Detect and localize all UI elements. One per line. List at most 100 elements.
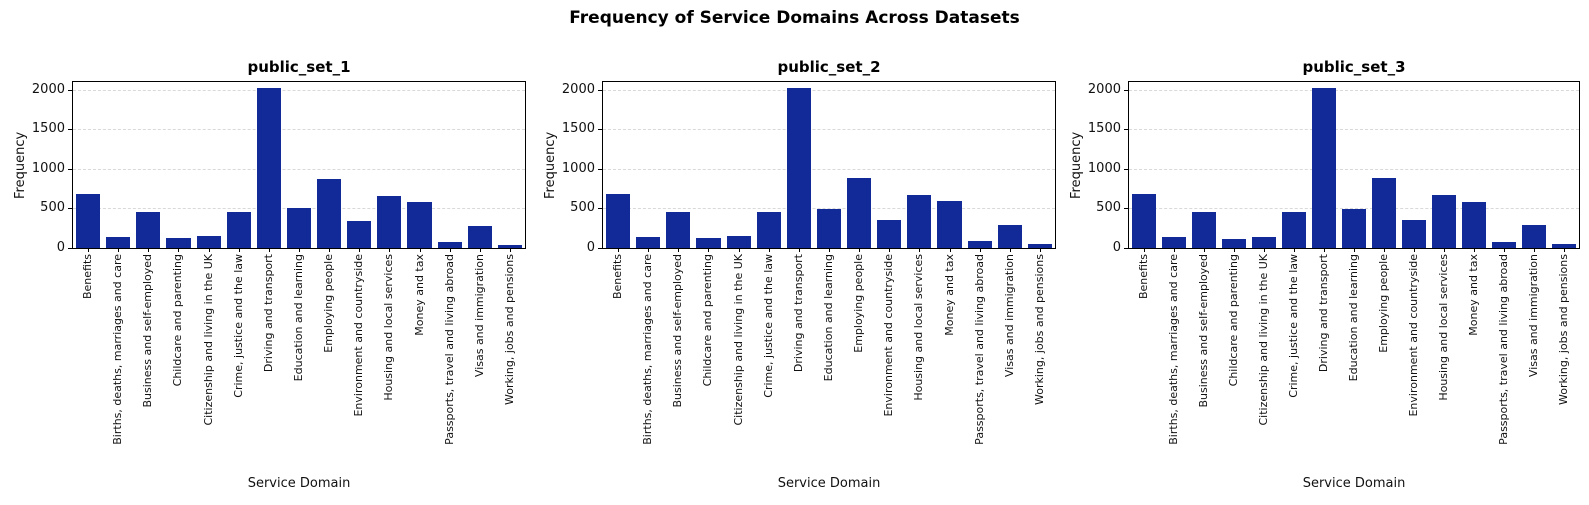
x-tick-mark — [329, 248, 331, 252]
x-tick-label: Education and learning — [1347, 254, 1360, 382]
bar — [1402, 220, 1426, 248]
x-tick-mark — [1504, 248, 1505, 252]
x-tick-label: Crime, justice and the law — [1287, 254, 1300, 398]
bar — [816, 208, 842, 248]
x-tick-label: Benefits — [1137, 254, 1150, 300]
bar — [196, 235, 221, 248]
y-tick-label: 1000 — [561, 160, 595, 176]
y-tick-mark — [1124, 168, 1128, 170]
plot-area — [1128, 81, 1580, 249]
x-tick-mark — [768, 248, 770, 252]
bar — [1342, 208, 1366, 248]
bar — [256, 88, 281, 248]
subplot-title: public_set_1 — [247, 58, 351, 76]
figure-title: Frequency of Service Domains Across Data… — [569, 8, 1020, 28]
bar — [497, 244, 522, 248]
x-tick-mark — [829, 248, 830, 252]
x-tick-mark — [1234, 248, 1235, 252]
x-tick-label: Housing and local services — [382, 254, 396, 401]
x-tick-mark — [1264, 248, 1265, 252]
x-tick-mark — [1144, 248, 1145, 252]
bar — [1462, 202, 1486, 248]
x-tick-mark — [148, 248, 150, 252]
x-tick-label: Money and tax — [942, 254, 956, 336]
x-tick-mark — [1354, 248, 1355, 252]
bar — [166, 238, 191, 248]
y-tick-label: 1000 — [1087, 160, 1121, 176]
bar — [636, 236, 661, 248]
x-tick-mark — [1204, 248, 1205, 252]
x-tick-label: Births, deaths, marriages and care — [1167, 254, 1180, 445]
x-tick-mark — [238, 248, 240, 252]
y-tick-label: 0 — [1112, 240, 1121, 255]
x-tick-label: Environment and countryside — [352, 254, 366, 417]
x-tick-mark — [509, 248, 511, 252]
x-tick-label: Passports, travel and living abroad — [442, 254, 456, 445]
y-tick-mark — [68, 168, 72, 170]
x-tick-label: Business and self-employed — [141, 254, 155, 408]
x-tick-mark — [1174, 248, 1175, 252]
y-tick-mark — [598, 89, 602, 91]
gridline — [1129, 129, 1579, 131]
y-tick-label: 2000 — [561, 81, 595, 97]
x-tick-label: Crime, justice and the law — [761, 254, 775, 398]
x-tick-label: Housing and local services — [1437, 254, 1450, 401]
bar — [106, 236, 131, 248]
bar — [606, 194, 631, 248]
x-tick-mark — [1534, 248, 1535, 252]
bar — [726, 235, 751, 248]
x-tick-label: Citizenship and living in the UK — [731, 254, 745, 426]
x-tick-mark — [359, 248, 361, 252]
x-tick-mark — [1564, 248, 1565, 252]
gridline — [603, 129, 1055, 131]
y-tick-mark — [598, 129, 602, 131]
x-tick-mark — [1444, 248, 1445, 252]
y-tick-mark — [68, 89, 72, 91]
x-tick-label: Business and self-employed — [1197, 254, 1210, 408]
bar — [437, 242, 462, 248]
x-tick-label: Visas and immigration — [1527, 254, 1540, 378]
x-tick-label: Benefits — [81, 254, 95, 300]
y-tick-label: 2000 — [1087, 81, 1121, 97]
bar — [1282, 212, 1306, 248]
bar — [1252, 236, 1276, 248]
x-tick-label: Childcare and parenting — [701, 254, 715, 387]
x-tick-label: Working, jobs and pensions — [502, 254, 516, 405]
x-tick-label: Environment and countryside — [882, 254, 896, 417]
bar — [136, 212, 161, 248]
subplot-title: public_set_2 — [777, 58, 881, 76]
y-tick-mark — [1124, 89, 1128, 91]
x-tick-label: Crime, justice and the law — [231, 254, 245, 398]
y-tick-label: 1500 — [1087, 121, 1121, 137]
x-tick-label: Passports, travel and living abroad — [972, 254, 986, 445]
gridline — [73, 129, 525, 131]
x-tick-label: Money and tax — [412, 254, 426, 336]
bar — [756, 212, 781, 248]
bar — [997, 225, 1022, 248]
x-tick-mark — [479, 248, 481, 252]
x-tick-mark — [1474, 248, 1475, 252]
y-tick-label: 500 — [570, 200, 595, 216]
bar — [1312, 87, 1336, 248]
x-tick-mark — [299, 248, 300, 252]
y-tick-label: 0 — [586, 240, 595, 255]
x-tick-mark — [979, 248, 981, 252]
plot-area — [72, 81, 526, 249]
x-tick-label: Passports, travel and living abroad — [1497, 254, 1510, 445]
x-tick-label: Births, deaths, marriages and care — [111, 254, 125, 445]
x-tick-mark — [419, 248, 421, 252]
bar — [1492, 242, 1516, 248]
bar — [666, 212, 691, 248]
x-axis-label: Service Domain — [247, 476, 351, 491]
y-tick-label: 1500 — [561, 121, 595, 137]
x-tick-label: Births, deaths, marriages and care — [641, 254, 655, 445]
bar — [76, 194, 101, 248]
x-tick-mark — [1039, 248, 1041, 252]
x-axis-label: Service Domain — [777, 476, 881, 491]
x-tick-mark — [178, 248, 180, 252]
bar — [467, 225, 492, 248]
x-tick-mark — [1414, 248, 1415, 252]
y-tick-label: 1000 — [31, 160, 65, 176]
x-tick-mark — [449, 248, 451, 252]
bar — [1162, 236, 1186, 248]
